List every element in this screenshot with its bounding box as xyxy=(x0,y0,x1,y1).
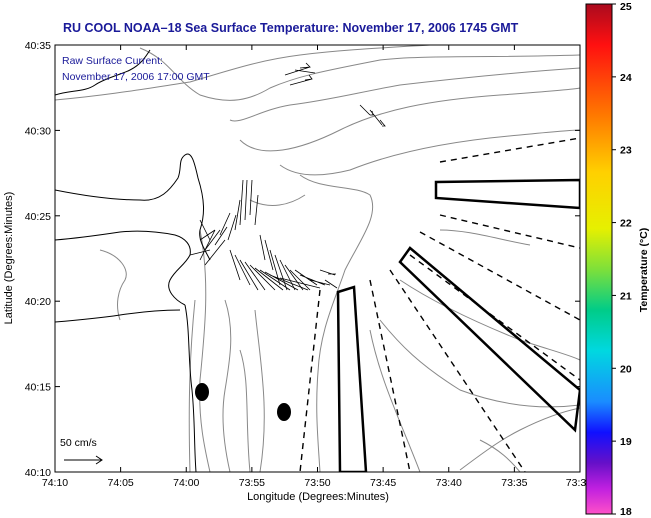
x-tick-label: 73:55 xyxy=(239,477,265,489)
map-title: RU COOL NOAA–18 Sea Surface Temperature:… xyxy=(63,21,519,35)
colorbar-tick-label: 23 xyxy=(620,145,632,157)
current-legend-line1: Raw Surface Current: xyxy=(62,55,163,67)
y-tick-label: 40:35 xyxy=(25,40,51,52)
x-tick-label: 74:05 xyxy=(107,477,133,489)
sampling-site-marker xyxy=(195,383,209,401)
y-tick-label: 40:20 xyxy=(25,296,51,308)
x-tick-label: 74:10 xyxy=(42,477,68,489)
colorbar-tick-label: 20 xyxy=(620,363,632,375)
x-tick-label: 74:00 xyxy=(173,477,199,489)
x-tick-label: 73:3 xyxy=(566,477,587,489)
colorbar-label: Temperature (°C) xyxy=(638,228,650,313)
current-legend-line2: November 17, 2006 17:00 GMT xyxy=(62,71,210,83)
x-tick-label: 73:40 xyxy=(436,477,462,489)
colorbar-tick-label: 18 xyxy=(620,506,632,518)
surface-current-vectors xyxy=(189,62,386,291)
y-tick-label: 40:10 xyxy=(25,467,51,479)
y-tick-label: 40:30 xyxy=(25,125,51,137)
x-tick-label: 73:50 xyxy=(304,477,330,489)
scale-arrow-label: 50 cm/s xyxy=(60,437,97,449)
x-tick-label: 73:45 xyxy=(370,477,396,489)
x-axis-label: Longitude (Degrees:Minutes) xyxy=(247,491,389,503)
x-axis-ticks: 74:10 74:05 74:00 73:55 73:50 73:45 73:40 73:35… xyxy=(42,45,587,489)
coastline xyxy=(55,49,211,472)
scale-arrow-icon xyxy=(64,455,103,465)
temperature-colorbar xyxy=(585,3,613,515)
boundary-dashed-lines xyxy=(299,137,580,472)
colorbar-tick-label: 19 xyxy=(620,436,632,448)
x-tick-label: 73:35 xyxy=(501,477,527,489)
colorbar-ticks: 25 24 23 22 21 20 19 18 xyxy=(612,1,632,518)
y-tick-label: 40:25 xyxy=(25,211,51,223)
y-axis-ticks: 40:35 40:30 40:25 40:20 40:15 40:10 xyxy=(25,40,580,479)
colorbar-tick-label: 21 xyxy=(620,290,632,302)
y-axis-label: Latitude (Degrees:Minutes) xyxy=(3,192,15,325)
colorbar-tick-label: 24 xyxy=(620,72,632,84)
bathymetry-contours xyxy=(55,45,580,472)
colorbar-tick-label: 22 xyxy=(620,218,632,230)
shipping-lane-outlines xyxy=(336,178,580,472)
map-plot-area xyxy=(55,45,580,472)
colorbar-tick-label: 25 xyxy=(620,1,632,13)
sampling-site-marker xyxy=(277,403,291,421)
y-tick-label: 40:15 xyxy=(25,382,51,394)
